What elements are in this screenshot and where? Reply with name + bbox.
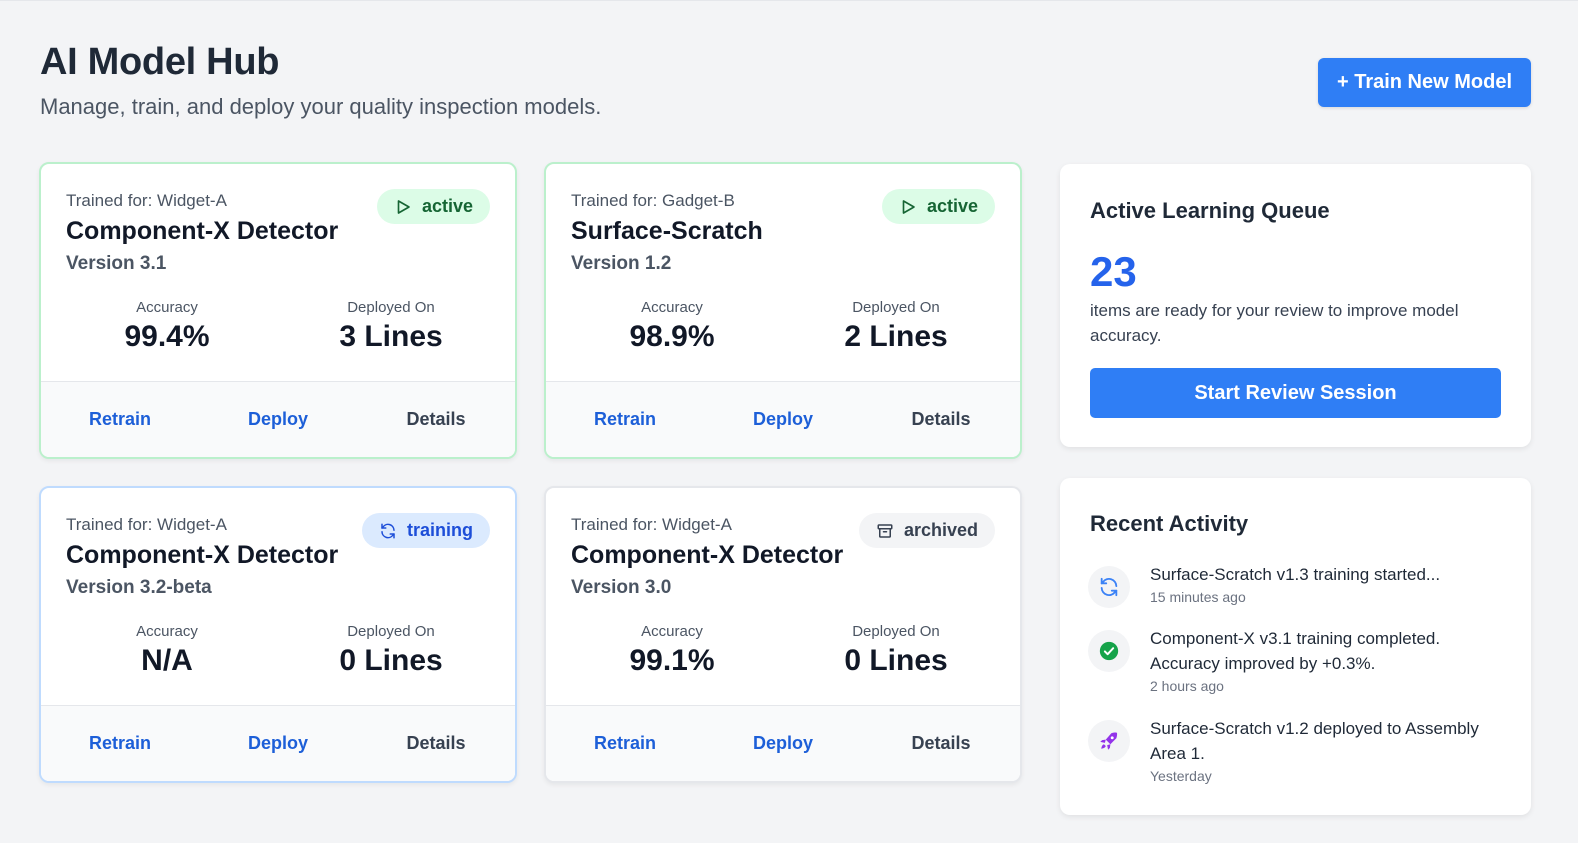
accuracy-value: 99.4% — [124, 320, 210, 353]
accuracy-label: Accuracy — [136, 623, 198, 640]
deployed-stat: Deployed On 0 Lines — [796, 623, 996, 678]
queue-description: items are ready for your review to impro… — [1090, 301, 1459, 345]
status-label: active — [421, 196, 473, 216]
deployed-value: 3 Lines — [339, 320, 443, 353]
accuracy-label: Accuracy — [641, 299, 703, 316]
check-circle-icon — [1099, 641, 1119, 661]
deployed-stat: Deployed On 3 Lines — [291, 299, 491, 354]
card-actions: Retrain Deploy Details — [41, 381, 515, 457]
trained-for: Trained for: Widget-A — [66, 191, 227, 210]
card-actions: Retrain Deploy Details — [41, 705, 515, 781]
page-title: AI Model Hub — [40, 41, 280, 83]
deployed-label: Deployed On — [347, 623, 435, 640]
deployed-label: Deployed On — [852, 299, 940, 316]
retrain-button[interactable]: Retrain — [41, 733, 199, 754]
train-new-model-button[interactable]: + Train New Model — [1318, 58, 1531, 107]
accuracy-stat: Accuracy 99.1% — [572, 623, 772, 678]
deploy-button[interactable]: Deploy — [199, 733, 357, 754]
details-button[interactable]: Details — [862, 733, 1020, 754]
trained-for: Trained for: Gadget-B — [571, 191, 735, 210]
details-button[interactable]: Details — [357, 409, 515, 430]
accuracy-stat: Accuracy 98.9% — [572, 299, 772, 354]
status-label: training — [407, 520, 473, 540]
accuracy-stat: Accuracy N/A — [67, 623, 267, 678]
activity-message: Surface-Scratch v1.2 deployed to Assembl… — [1150, 719, 1479, 763]
accuracy-label: Accuracy — [136, 299, 198, 316]
details-button[interactable]: Details — [862, 409, 1020, 430]
accuracy-stat: Accuracy 99.4% — [67, 299, 267, 354]
deployed-label: Deployed On — [852, 623, 940, 640]
deployed-value: 0 Lines — [844, 644, 948, 677]
queue-title: Active Learning Queue — [1090, 198, 1330, 223]
model-name: Component-X Detector — [571, 541, 844, 569]
card-actions: Retrain Deploy Details — [546, 705, 1020, 781]
accuracy-value: 99.1% — [629, 644, 715, 677]
activity-message: Surface-Scratch v1.3 training started... — [1150, 565, 1441, 584]
activity-time: 15 minutes ago — [1150, 589, 1246, 605]
status-badge: training — [362, 513, 490, 548]
deployed-stat: Deployed On 2 Lines — [796, 299, 996, 354]
model-card: Trained for: Gadget-B Surface-Scratch Ve… — [544, 162, 1022, 459]
deploy-button[interactable]: Deploy — [199, 409, 357, 430]
status-badge: archived — [858, 513, 995, 548]
status-label: archived — [903, 520, 978, 540]
retrain-button[interactable]: Retrain — [41, 409, 199, 430]
rocket-icon — [1100, 732, 1118, 750]
deployed-stat: Deployed On 0 Lines — [291, 623, 491, 678]
model-version: Version 3.2-beta — [66, 577, 212, 598]
recent-activity-panel: Recent Activity Surface-Scratch v1.3 tra… — [1060, 478, 1531, 815]
play-icon — [902, 199, 915, 214]
activity-text: Component-X v3.1 training completed. Acc… — [1150, 626, 1510, 696]
page-subtitle: Manage, train, and deploy your quality i… — [40, 94, 602, 119]
status-badge: active — [881, 189, 995, 224]
queue-count: 23 — [1090, 248, 1137, 295]
accuracy-value: N/A — [141, 644, 193, 677]
model-version: Version 1.2 — [571, 253, 672, 274]
model-version: Version 3.1 — [66, 253, 167, 274]
model-name: Surface-Scratch — [571, 217, 763, 245]
card-actions: Retrain Deploy Details — [546, 381, 1020, 457]
refresh-icon — [1100, 577, 1118, 597]
deployed-value: 0 Lines — [339, 644, 443, 677]
recent-activity-title: Recent Activity — [1090, 511, 1249, 536]
retrain-button[interactable]: Retrain — [546, 733, 704, 754]
deployed-label: Deployed On — [347, 299, 435, 316]
status-label: active — [926, 196, 978, 216]
activity-text: Surface-Scratch v1.3 training started...… — [1150, 562, 1510, 607]
retrain-button[interactable]: Retrain — [546, 409, 704, 430]
activity-time: 2 hours ago — [1150, 678, 1224, 694]
start-review-session-button[interactable]: Start Review Session — [1090, 368, 1501, 418]
model-name: Component-X Detector — [66, 217, 339, 245]
activity-icon — [1088, 630, 1130, 672]
accuracy-label: Accuracy — [641, 623, 703, 640]
model-card: Trained for: Widget-A Component-X Detect… — [544, 486, 1022, 783]
activity-text: Surface-Scratch v1.2 deployed to Assembl… — [1150, 716, 1510, 786]
accuracy-value: 98.9% — [629, 320, 715, 353]
activity-message: Component-X v3.1 training completed. Acc… — [1150, 629, 1441, 673]
activity-icon — [1088, 566, 1130, 608]
activity-time: Yesterday — [1150, 768, 1212, 784]
model-card: Trained for: Widget-A Component-X Detect… — [39, 162, 517, 459]
refresh-icon — [381, 523, 395, 538]
play-icon — [397, 199, 410, 214]
details-button[interactable]: Details — [357, 733, 515, 754]
activity-icon — [1088, 720, 1130, 762]
model-card: Trained for: Widget-A Component-X Detect… — [39, 486, 517, 783]
trained-for: Trained for: Widget-A — [66, 515, 227, 534]
deploy-button[interactable]: Deploy — [704, 409, 862, 430]
deployed-value: 2 Lines — [844, 320, 948, 353]
model-name: Component-X Detector — [66, 541, 339, 569]
archive-icon — [877, 523, 893, 538]
deploy-button[interactable]: Deploy — [704, 733, 862, 754]
active-learning-queue-panel: Active Learning Queue 23 items are ready… — [1060, 164, 1531, 447]
model-version: Version 3.0 — [571, 577, 672, 598]
status-badge: active — [376, 189, 490, 224]
trained-for: Trained for: Widget-A — [571, 515, 732, 534]
